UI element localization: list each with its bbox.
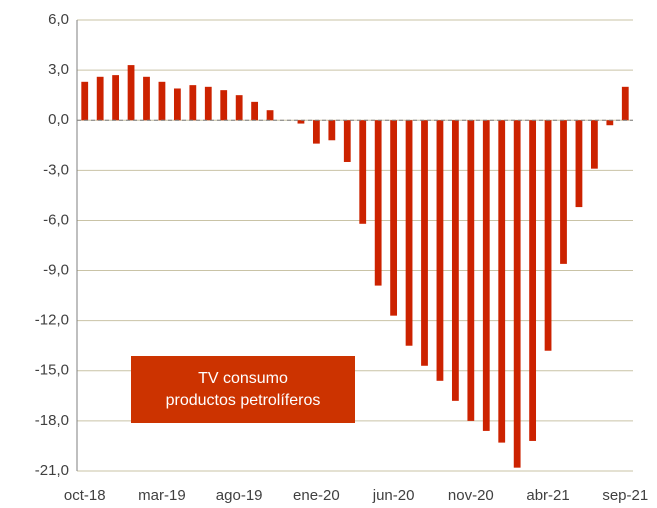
- y-tick-label: -18,0: [35, 412, 69, 429]
- bar: [251, 101, 259, 121]
- bar: [112, 75, 120, 121]
- bar: [96, 76, 104, 121]
- x-tick-label: abr-21: [526, 487, 569, 504]
- bar: [405, 120, 413, 346]
- bar: [204, 86, 212, 121]
- bar: [127, 65, 135, 121]
- bar: [328, 120, 336, 141]
- bar: [436, 120, 444, 381]
- x-tick-label: mar-19: [138, 487, 186, 504]
- bar: [606, 120, 614, 126]
- bar: [390, 120, 398, 316]
- bar: [575, 120, 583, 208]
- x-tick-label: ago-19: [216, 487, 263, 504]
- bar: [421, 120, 428, 366]
- bar: [621, 86, 629, 121]
- bar: [189, 85, 197, 121]
- bar: [467, 120, 475, 421]
- x-tick-label: sep-21: [602, 487, 648, 504]
- bar: [312, 120, 320, 144]
- y-tick-label: -6,0: [43, 211, 69, 228]
- bar: [143, 76, 150, 121]
- annotation-box: [131, 356, 355, 423]
- bar: [81, 81, 89, 121]
- y-tick-label: -3,0: [43, 161, 69, 178]
- bar: [173, 88, 181, 121]
- bar: [359, 120, 367, 224]
- y-tick-label: 6,0: [48, 11, 69, 28]
- bar: [482, 120, 490, 431]
- bar: [297, 120, 305, 124]
- bar: [158, 81, 166, 121]
- bar: [374, 120, 382, 286]
- bar: [235, 95, 243, 121]
- y-tick-label: -21,0: [35, 462, 69, 479]
- bar: [544, 120, 552, 351]
- bar: [590, 120, 598, 169]
- y-tick-label: 0,0: [48, 111, 69, 128]
- bar: [451, 120, 459, 401]
- y-tick-label: -12,0: [35, 312, 69, 329]
- bar: [343, 120, 351, 162]
- x-tick-label: oct-18: [64, 487, 106, 504]
- y-tick-label: -9,0: [43, 262, 69, 279]
- y-tick-label: 3,0: [48, 61, 69, 78]
- x-tick-label: jun-20: [372, 487, 415, 504]
- bar: [513, 120, 521, 468]
- bar: [560, 120, 567, 264]
- bar: [498, 120, 506, 443]
- x-tick-label: nov-20: [448, 487, 494, 504]
- annotation: TV consumo: [198, 370, 288, 387]
- x-tick-label: ene-20: [293, 487, 340, 504]
- y-tick-label: -15,0: [35, 362, 69, 379]
- bar: [529, 120, 537, 441]
- annotation: productos petrolíferos: [166, 392, 321, 409]
- bar: [266, 110, 274, 121]
- bar: [220, 90, 228, 121]
